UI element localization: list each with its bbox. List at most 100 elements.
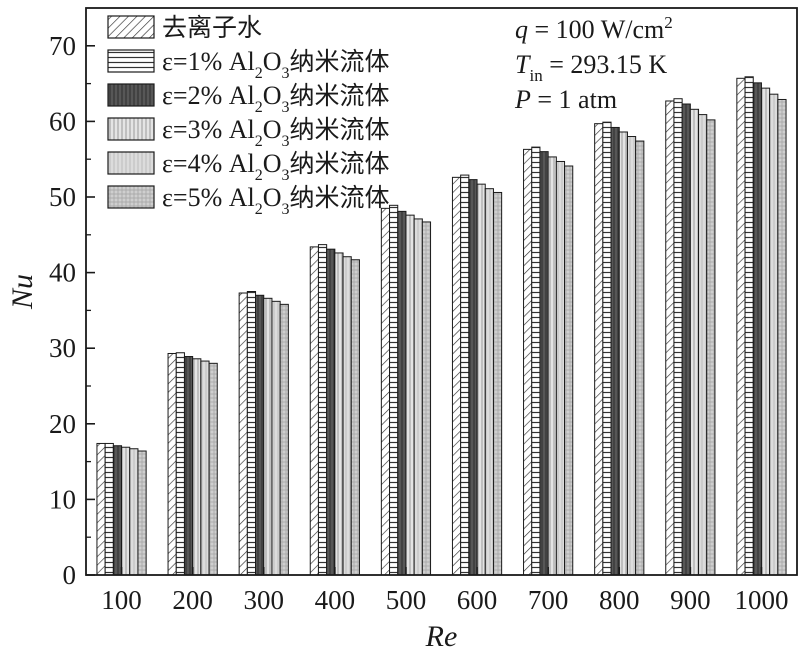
y-tick-label: 50 [49, 182, 76, 212]
bar-s5-700 [564, 165, 574, 576]
bars-layer [96, 76, 787, 576]
bar-s2-800 [610, 126, 620, 576]
legend-swatch-s1 [107, 49, 155, 73]
bar-s4-900 [698, 114, 708, 576]
bar-s4-500 [413, 218, 423, 576]
bar-s1-900 [673, 98, 683, 576]
legend-label-s5: ε=5% Al2O3纳米流体 [162, 183, 390, 218]
bar-s2-700 [539, 151, 549, 576]
bar-s3-400 [334, 252, 344, 576]
x-tick-label: 800 [599, 585, 640, 615]
x-tick-label: 300 [244, 585, 285, 615]
legend-label-s2: ε=2% Al2O3纳米流体 [162, 81, 390, 116]
bar-s1-100 [104, 442, 114, 576]
bar-s3-1000 [760, 87, 771, 576]
x-axis: 100 200 300 400 500 600 700 800 900 1000 [101, 567, 788, 615]
legend-swatch-s3 [107, 117, 155, 141]
legend-swatch-s5 [107, 185, 155, 209]
bar-s1-200 [175, 352, 185, 576]
bar-s3-100 [121, 446, 131, 576]
bar-s4-700 [555, 160, 566, 576]
bar-s0-100 [96, 442, 106, 576]
x-tick-label: 700 [528, 585, 569, 615]
bar-s0-200 [167, 352, 177, 576]
bar-s3-900 [689, 108, 700, 576]
bar-s4-400 [342, 256, 352, 576]
pressure-label: P = 1 atm [514, 85, 617, 114]
x-tick-label: 500 [386, 585, 427, 615]
bar-s3-300 [263, 297, 273, 576]
y-tick-label: 40 [49, 258, 76, 288]
bar-s1-500 [389, 204, 399, 576]
bar-s5-1000 [777, 98, 787, 576]
bar-s5-600 [492, 191, 503, 576]
legend-swatch-s0 [107, 15, 155, 39]
legend-swatch-s4 [107, 151, 155, 175]
bar-s0-500 [380, 207, 391, 576]
bar-s3-200 [192, 358, 202, 576]
bar-s5-800 [635, 140, 645, 576]
bar-s1-700 [531, 146, 541, 576]
bar-s5-300 [279, 303, 289, 576]
bar-s3-500 [405, 214, 415, 576]
bar-s4-600 [484, 188, 494, 576]
y-tick-label: 60 [49, 106, 76, 136]
x-tick-label: 400 [315, 585, 356, 615]
bar-s2-500 [397, 210, 407, 576]
bar-s5-200 [208, 362, 218, 576]
bar-s1-600 [460, 174, 470, 576]
bar-s2-300 [255, 294, 265, 576]
y-tick-label: 20 [49, 409, 76, 439]
bar-s3-600 [476, 183, 486, 576]
x-tick-label: 600 [457, 585, 498, 615]
bar-s2-900 [681, 103, 691, 576]
legend-label-s4: ε=4% Al2O3纳米流体 [162, 149, 390, 184]
bar-s2-100 [112, 445, 123, 576]
x-tick-label: 1000 [734, 585, 788, 615]
bar-s0-600 [451, 176, 462, 576]
legend-label-s3: ε=3% Al2O3纳米流体 [162, 115, 390, 150]
x-tick-label: 200 [172, 585, 213, 615]
y-tick-label: 10 [49, 484, 76, 514]
x-tick-label: 900 [670, 585, 711, 615]
y-axis: 0 10 20 30 40 50 60 70 [49, 31, 95, 590]
legend-label-s0: 去离子水 [162, 13, 262, 42]
bar-s0-700 [523, 148, 533, 576]
bar-s5-500 [421, 221, 432, 576]
bar-s2-1000 [752, 82, 762, 576]
bar-s5-400 [350, 259, 360, 576]
bar-s1-800 [602, 121, 612, 576]
conditions-annotation: q = 100 W/cm2 Tin = 293.15 K P = 1 atm [514, 13, 673, 114]
bar-s3-700 [547, 156, 557, 576]
y-tick-label: 0 [63, 560, 77, 590]
x-tick-label: 100 [101, 585, 142, 615]
bar-s4-200 [200, 360, 210, 576]
bar-s0-400 [309, 246, 319, 576]
bar-s1-400 [317, 244, 328, 576]
legend-label-s1: ε=1% Al2O3纳米流体 [162, 47, 390, 82]
bar-s1-1000 [744, 76, 754, 576]
plot-frame [85, 7, 798, 576]
bar-s4-1000 [769, 93, 779, 576]
bar-s4-300 [271, 300, 281, 576]
bar-s0-900 [665, 100, 675, 576]
y-axis-label: Nu [6, 274, 39, 310]
bar-s3-800 [618, 131, 628, 576]
y-tick-label: 30 [49, 333, 76, 363]
bar-s2-400 [326, 248, 336, 576]
bar-s0-1000 [736, 77, 746, 576]
x-axis-label: Re [425, 620, 458, 653]
bar-s5-900 [706, 119, 716, 576]
inlet-temperature-label: Tin = 293.15 K [515, 50, 667, 85]
bar-s4-100 [129, 448, 139, 576]
bar-s5-100 [137, 450, 147, 576]
bar-s4-800 [626, 136, 637, 576]
heat-flux-label: q = 100 W/cm2 [515, 13, 673, 44]
bar-s0-800 [594, 123, 604, 576]
y-tick-label: 70 [49, 31, 76, 61]
bar-s0-300 [238, 292, 248, 576]
bar-s2-600 [468, 179, 478, 576]
bar-s2-200 [183, 356, 194, 576]
